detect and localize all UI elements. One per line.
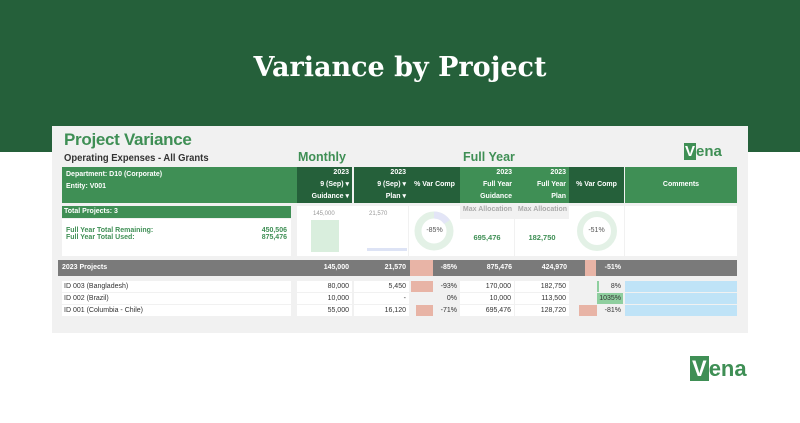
filter-header: Department: D10 (Corporate) Entity: V001 [62, 167, 297, 203]
var-value: 0% [446, 295, 457, 302]
mini-bar-chart: 145,000 21,570 [297, 206, 408, 256]
full-year-label: Full Year [463, 150, 515, 164]
slide-title: Variance by Project [253, 52, 547, 83]
fy-var-comp-header: % Var Comp [569, 167, 624, 203]
col-year: 2023 [354, 167, 409, 179]
max-plan: 182,750 [515, 219, 569, 256]
max-allocation-labels: Max Allocation Max Allocation [462, 206, 568, 213]
group-row-2023-projects[interactable]: 2023 Projects 145,000 21,570 -85% 875,47… [58, 260, 737, 276]
comment-cell[interactable] [625, 293, 737, 304]
comments-summary[interactable] [625, 206, 737, 256]
entity-filter[interactable]: Entity: V001 [66, 183, 107, 190]
project-name[interactable]: ID 001 (Columbia - Chile) [62, 305, 291, 316]
fy-guidance-value: 10,000 [460, 293, 514, 304]
plan-value: 16,120 [354, 305, 409, 316]
fy-plan-value: 182,750 [515, 281, 569, 292]
fy-var-bar [597, 293, 623, 304]
fy-plan-value: 113,500 [515, 293, 569, 304]
plan-dropdown[interactable]: Plan ▾ [354, 191, 409, 203]
total-projects: Total Projects: 3 [62, 206, 291, 218]
guidance-value: 10,000 [297, 293, 352, 304]
report-title: Project Variance [64, 130, 192, 149]
fy-plan-value: 128,720 [515, 305, 569, 316]
fy-var-value: 8% [610, 283, 621, 290]
guidance-dropdown[interactable]: Guidance ▾ [297, 191, 352, 203]
plan-bar [367, 248, 407, 251]
period-dropdown[interactable]: 9 (Sep) ▾ [297, 179, 352, 191]
col-year: 2023 [297, 167, 352, 179]
plan-value: - [354, 293, 409, 304]
period-dropdown[interactable]: 9 (Sep) ▾ [354, 179, 409, 191]
fy-var-bar [579, 305, 597, 316]
var-bar [410, 281, 433, 292]
monthly-label: Monthly [298, 150, 346, 164]
fy-guidance-value: 695,476 [460, 305, 514, 316]
report-subtitle: Operating Expenses - All Grants [64, 152, 209, 164]
project-name[interactable]: ID 003 (Bangladesh) [62, 281, 291, 292]
vena-logo: Vena [690, 356, 747, 381]
fy-plan-header: 2023 Full Year Plan [515, 167, 569, 203]
fy-guidance-header: 2023 Full Year Guidance [460, 167, 515, 203]
fy-var-bar [597, 281, 600, 292]
plan-value: 5,450 [354, 281, 409, 292]
var-value: -93% [440, 283, 457, 290]
guidance-value: 55,000 [297, 305, 352, 316]
var-comp-header: % Var Comp [409, 167, 460, 203]
vena-logo-small: Vena [684, 143, 722, 160]
monthly-donut: -85% [409, 206, 460, 256]
var-bar [415, 305, 433, 316]
comment-cell[interactable] [625, 305, 737, 316]
fy-guidance-value: 170,000 [460, 281, 514, 292]
var-value: -71% [440, 307, 457, 314]
totals-box: Full Year Total Remaining: 450,506 Full Y… [62, 219, 291, 256]
department-filter[interactable]: Department: D10 (Corporate) [66, 171, 163, 178]
comment-cell[interactable] [625, 281, 737, 292]
fy-donut: -51% [569, 206, 624, 256]
project-name[interactable]: ID 002 (Brazil) [62, 293, 291, 304]
comments-header: Comments [625, 167, 737, 203]
guidance-value: 80,000 [297, 281, 352, 292]
fy-var-value: 1035% [599, 295, 621, 302]
max-guidance: 695,476 [460, 219, 514, 256]
fy-var-value: -81% [604, 307, 621, 314]
guidance-bar [311, 220, 339, 252]
